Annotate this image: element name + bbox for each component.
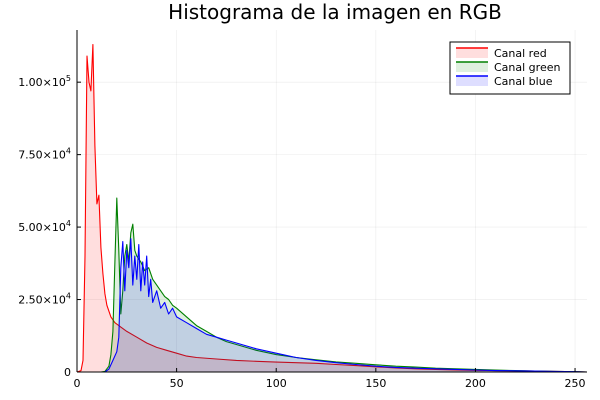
series-line-canal-red <box>76 43 588 373</box>
x-tick-label: 50 <box>170 377 184 390</box>
x-tick-label: 250 <box>565 377 586 390</box>
x-tick-label: 0 <box>74 377 81 390</box>
y-tick-label: 7.50×104 <box>18 147 71 162</box>
x-tick-label: 100 <box>266 377 287 390</box>
legend-label-canal-red: Canal red <box>494 47 547 60</box>
series-area-canal-blue <box>77 238 587 372</box>
y-tick-label: 5.00×104 <box>18 219 71 234</box>
legend-swatch-canal-green <box>456 62 488 72</box>
y-tick-label: 2.50×104 <box>18 292 71 307</box>
y-tick-label: 1.00×105 <box>18 74 71 89</box>
y-tick-label: 0 <box>64 366 71 379</box>
series-line-canal-green <box>77 197 588 373</box>
series-area-canal-green <box>77 198 587 372</box>
series-area-canal-red <box>77 44 587 372</box>
series-line-canal-blue <box>77 238 588 373</box>
chart-title: Histograma de la imagen en RGB <box>168 0 502 24</box>
x-tick-label: 200 <box>465 377 486 390</box>
series-layer <box>76 43 588 373</box>
axes: 0 50 100 150 200 250 0 2.50×104 5.00×104 7.50×104… <box>18 30 587 390</box>
legend-swatch-canal-red <box>456 48 488 58</box>
legend-swatch-canal-blue <box>456 76 488 86</box>
legend-box <box>449 41 571 95</box>
legend-label-canal-green: Canal green <box>494 61 560 74</box>
x-tick-label: 150 <box>365 377 386 390</box>
legend-label-canal-blue: Canal blue <box>494 75 553 88</box>
